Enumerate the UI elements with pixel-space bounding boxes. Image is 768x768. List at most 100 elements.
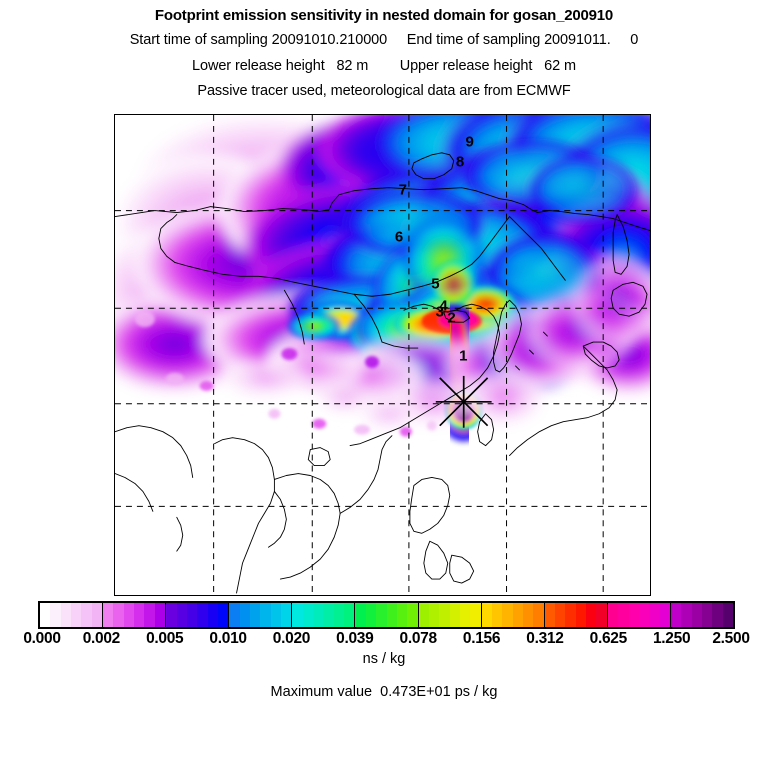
colorbar-tick-10: 1.250 <box>652 630 691 647</box>
colorbar-step-10-4 <box>712 603 723 627</box>
tracer-meteorology-line: Passive tracer used, meteorological data… <box>197 83 571 99</box>
colorbar-step-9-0 <box>607 603 619 627</box>
coastline-overlay <box>115 152 650 594</box>
colorbar-step-10-0 <box>670 603 682 627</box>
colorbar-step-4-4 <box>333 603 345 627</box>
colorbar-step-1-0 <box>103 603 114 627</box>
colorbar-segment-1 <box>103 603 167 627</box>
colorbar-step-6-3 <box>449 603 460 627</box>
colorbar-tick-labels: 0.000 0.002 0.005 0.010 0.020 0.039 0.078 0.156… <box>0 630 768 650</box>
colorbar-segment-6 <box>418 603 482 627</box>
colorbar-step-1-1 <box>113 603 124 627</box>
colorbar-step-0-1 <box>50 603 61 627</box>
colorbar-step-6-4 <box>459 603 471 627</box>
colorbar-step-6-1 <box>428 603 440 627</box>
colorbar-step-0-5 <box>91 603 103 627</box>
colorbar-step-6-5 <box>470 603 481 627</box>
colorbar-segment-5 <box>355 603 419 627</box>
colorbar-tick-7: 0.156 <box>462 630 501 647</box>
colorbar-step-10-3 <box>701 603 713 627</box>
colorbar-step-8-2 <box>565 603 576 627</box>
colorbar-segment-10 <box>670 603 733 627</box>
colorbar-step-5-5 <box>407 603 418 627</box>
colorbar-step-3-2 <box>249 603 261 627</box>
colorbar-step-8-4 <box>586 603 597 627</box>
colorbar-wrapper <box>38 601 735 629</box>
colorbar-step-3-0 <box>229 603 240 627</box>
trajectory-marker-1: 1 <box>459 347 468 365</box>
colorbar-step-4-5 <box>344 603 355 627</box>
trajectory-marker-9: 9 <box>465 133 474 151</box>
colorbar-step-5-2 <box>376 603 387 627</box>
header-block: Footprint emission sensitivity in nested… <box>0 0 768 99</box>
map-panel[interactable]: 9 8 7 6 5 4 3 2 1 <box>114 114 651 596</box>
colorbar-step-9-3 <box>638 603 650 627</box>
colorbar-step-10-1 <box>681 603 692 627</box>
colorbar-step-5-4 <box>396 603 408 627</box>
colorbar-tick-6: 0.078 <box>399 630 438 647</box>
colorbar-step-8-0 <box>544 603 556 627</box>
colorbar-step-3-4 <box>270 603 281 627</box>
colorbar-step-9-5 <box>659 603 670 627</box>
sampling-time-line: Start time of sampling 20091010.210000 E… <box>129 32 639 48</box>
release-point-star-icon <box>435 375 492 428</box>
trajectory-marker-7: 7 <box>398 181 407 199</box>
colorbar-step-0-2 <box>60 603 72 627</box>
colorbar-segment-9 <box>607 603 671 627</box>
colorbar-step-8-5 <box>596 603 607 627</box>
colorbar-segment-0 <box>40 603 104 627</box>
colorbar-segment-4 <box>292 603 356 627</box>
colorbar <box>38 601 735 629</box>
colorbar-segment-8 <box>544 603 608 627</box>
colorbar-step-8-3 <box>575 603 587 627</box>
colorbar-unit-label: ns / kg <box>362 651 406 667</box>
colorbar-step-0-4 <box>81 603 92 627</box>
colorbar-step-4-0 <box>292 603 303 627</box>
colorbar-step-2-5 <box>217 603 229 627</box>
colorbar-step-2-4 <box>207 603 218 627</box>
colorbar-step-7-0 <box>481 603 492 627</box>
page-title: Footprint emission sensitivity in nested… <box>154 7 614 24</box>
colorbar-step-7-5 <box>533 603 544 627</box>
trajectory-marker-2: 2 <box>447 309 456 327</box>
colorbar-step-4-1 <box>302 603 314 627</box>
colorbar-segment-7 <box>481 603 545 627</box>
colorbar-step-2-1 <box>176 603 187 627</box>
colorbar-step-3-5 <box>281 603 292 627</box>
colorbar-step-5-0 <box>355 603 366 627</box>
trajectory-marker-8: 8 <box>455 153 465 171</box>
colorbar-step-0-0 <box>40 603 51 627</box>
colorbar-segment-2 <box>166 603 230 627</box>
footprint-plume-field <box>115 115 650 442</box>
colorbar-step-6-2 <box>439 603 450 627</box>
colorbar-step-7-4 <box>523 603 534 627</box>
colorbar-step-2-2 <box>186 603 198 627</box>
colorbar-step-9-4 <box>649 603 660 627</box>
trajectory-marker-6: 6 <box>394 228 404 246</box>
colorbar-step-5-1 <box>365 603 377 627</box>
colorbar-step-2-0 <box>166 603 177 627</box>
colorbar-step-8-1 <box>555 603 566 627</box>
colorbar-step-9-2 <box>628 603 639 627</box>
colorbar-step-3-1 <box>239 603 250 627</box>
colorbar-tick-3: 0.010 <box>209 630 247 647</box>
colorbar-tick-4: 0.020 <box>272 630 311 647</box>
colorbar-segment-3 <box>229 603 293 627</box>
trajectory-marker-layer: 9 8 7 6 5 4 3 2 1 <box>115 115 650 595</box>
colorbar-step-2-3 <box>197 603 208 627</box>
colorbar-tick-2: 0.005 <box>146 630 184 647</box>
colorbar-step-1-5 <box>154 603 166 627</box>
trajectory-marker-4: 4 <box>439 297 448 315</box>
maximum-value-label: Maximum value 0.473E+01 ps / kg <box>270 684 498 700</box>
colorbar-step-7-2 <box>502 603 513 627</box>
colorbar-step-7-3 <box>512 603 524 627</box>
colorbar-tick-1: 0.002 <box>82 630 121 647</box>
colorbar-step-1-2 <box>123 603 135 627</box>
colorbar-tick-9: 0.625 <box>589 630 628 647</box>
release-height-line: Lower release height 82 m Upper release … <box>192 57 576 74</box>
colorbar-step-4-3 <box>323 603 334 627</box>
colorbar-tick-5: 0.039 <box>336 630 374 647</box>
colorbar-step-9-1 <box>618 603 629 627</box>
trajectory-marker-3: 3 <box>435 303 444 321</box>
colorbar-step-1-3 <box>134 603 145 627</box>
